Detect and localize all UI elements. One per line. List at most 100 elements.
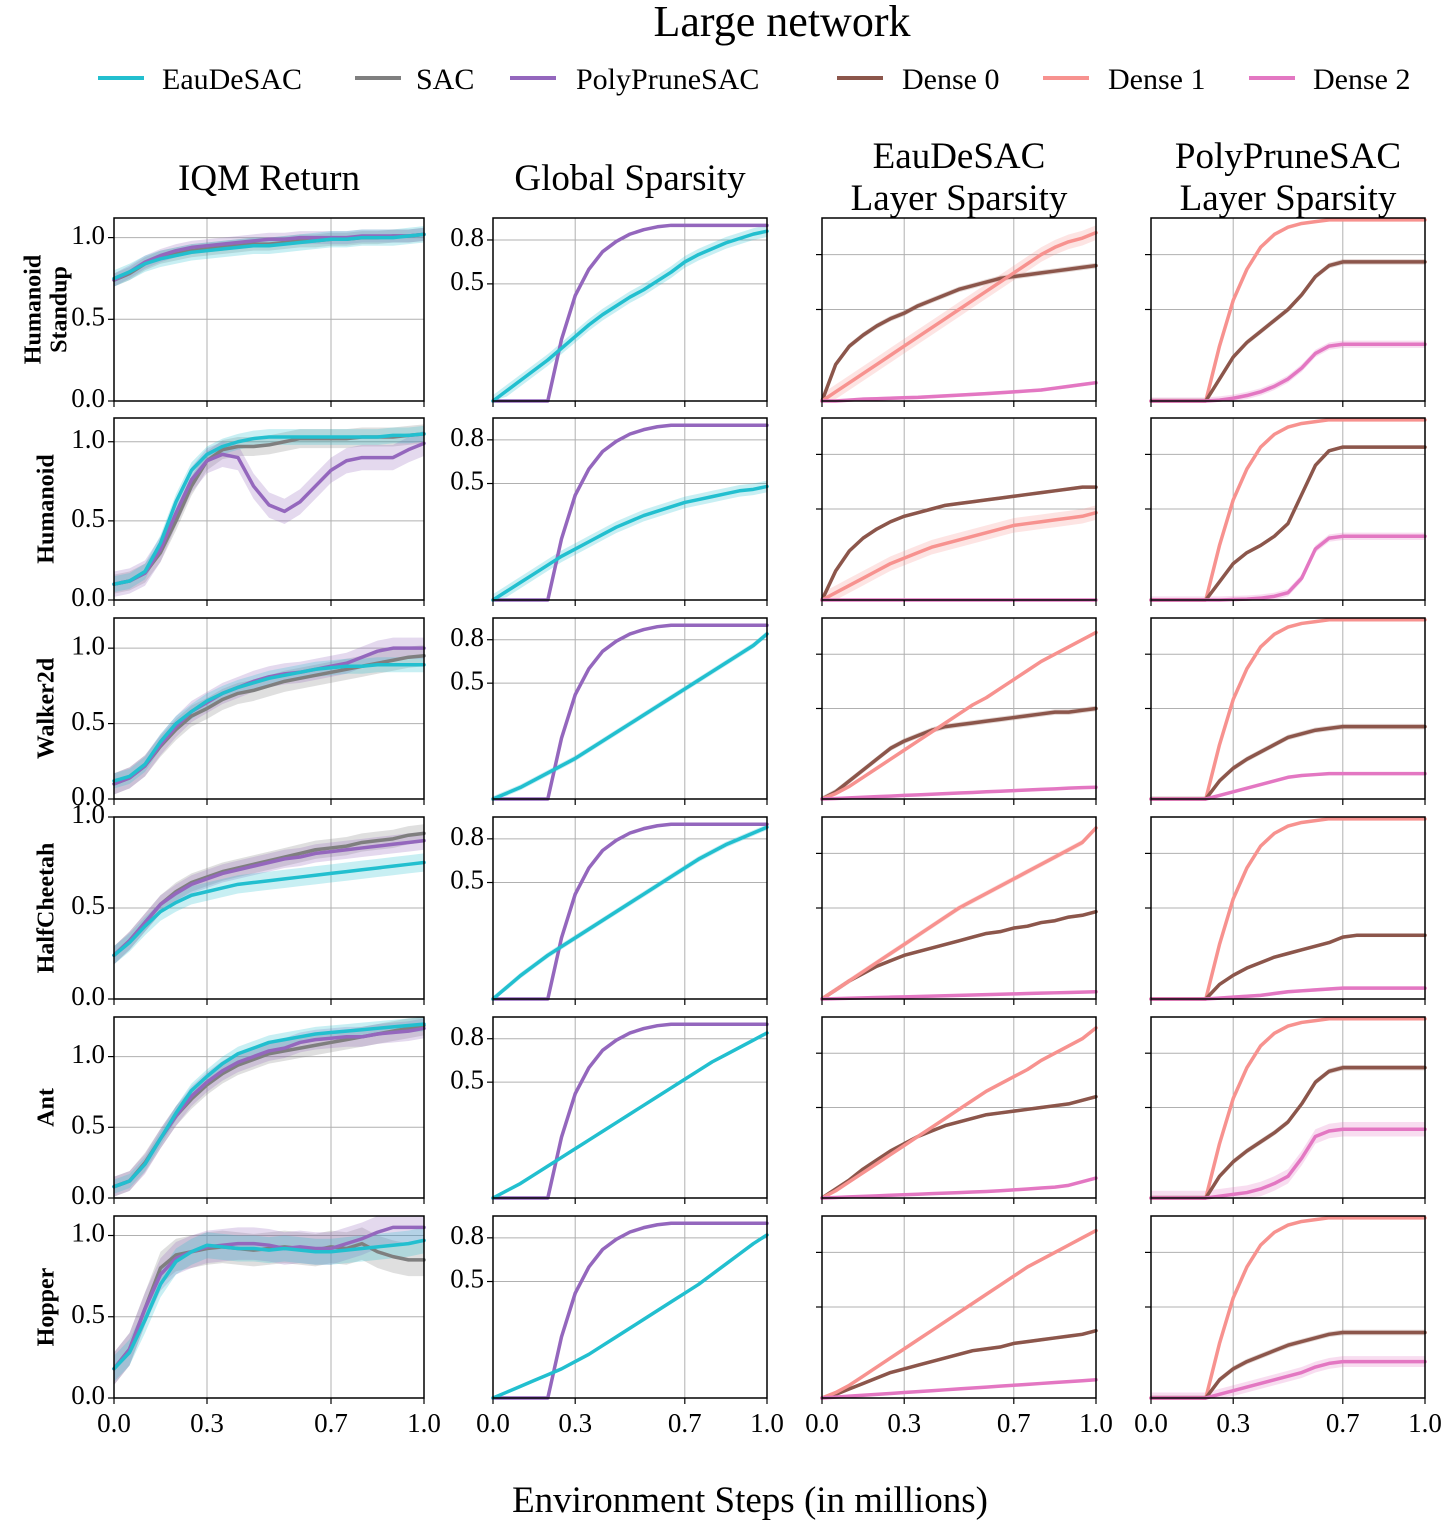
series-line [1149,534,1427,602]
series-line [820,1328,1098,1400]
panel-frame [113,417,425,601]
x-tick-label: 0.3 [1216,1408,1250,1438]
series-line [1149,817,1427,1001]
series-line [112,1238,426,1371]
series-line [491,1221,769,1400]
x-tick-label: 0.0 [805,1408,839,1438]
panel-return: 0.0 0.5 1.0 [71,1016,426,1210]
series-line [1149,1127,1427,1200]
panel-poly-layers [1145,217,1427,407]
panel-frame [492,1016,768,1199]
series-band [114,430,424,597]
x-tick-label: 0.7 [668,1408,702,1438]
series-line [491,825,769,1001]
legend-label: Dense 2 [1313,63,1410,96]
x-axis-label: Environment Steps (in millions) [512,1480,988,1521]
panel-frame [492,1215,768,1399]
series-band [493,480,767,600]
series-band [114,227,424,287]
series-line [112,838,426,958]
row-label: Ant [34,1088,60,1127]
panel-eau-layers [816,1215,1098,1404]
row-label: Standup [47,266,73,353]
panel-frame [113,1016,425,1199]
series-line [820,989,1098,1001]
legend-label: Dense 1 [1108,63,1205,96]
y-tick-label: 0.0 [71,383,105,413]
y-tick-label: 0.8 [450,622,484,652]
panel-poly-layers [1145,1016,1427,1204]
legend-item: EauDeSAC [98,63,302,96]
y-tick-label: 0.5 [71,706,105,736]
series-line [820,263,1098,403]
x-tick-label: 0.7 [314,1408,348,1438]
series-band [822,909,1096,999]
x-tick-label: 0.7 [997,1408,1031,1438]
y-tick-label: 1.0 [71,424,105,454]
y-tick-label: 0.5 [450,865,484,895]
panel-global: 0.50.8 [450,816,769,1005]
row-label: HalfCheetah [34,843,60,974]
column-title: Layer Sparsity [851,178,1068,219]
series-line [491,822,769,1001]
legend-item: Dense 2 [1249,63,1410,96]
series-band [114,425,424,593]
y-tick-label: 0.8 [450,222,484,252]
series-line [491,484,769,602]
x-tick-label: 0.0 [476,1408,510,1438]
panel-frame [492,417,768,601]
panel-return: 0.0 0.5 1.0 [71,799,426,1011]
x-tick-label: 1.0 [1408,1408,1442,1438]
legend-label: SAC [416,63,474,96]
series-band [1151,340,1425,401]
series-band [493,225,767,401]
panel-poly-layers [1145,1215,1427,1404]
series-line [820,510,1098,602]
row-label: Hopper [34,1267,60,1346]
figure-title: Large network [654,0,911,46]
series-line [820,630,1098,801]
series-band [114,226,424,287]
series-line [112,432,426,586]
series-band [1151,1121,1425,1198]
x-tick-labels: 0.0 0.3 0.7 1.0 0.0 0.3 0.7 1.0 0.0 0.3 0.7 1.0 0.0 0… [97,1408,1442,1438]
series-line [491,632,769,801]
panel-grid: 0.00.51.00.50.80.00.51.00.50.80.00.51.00… [71,217,1427,1410]
y-tick-label: 0.5 [71,1299,105,1329]
y-tick-label: 0.0 [71,781,105,811]
y-tick-label: 1.0 [71,630,105,660]
series-line [112,232,426,281]
series-band [493,1233,767,1398]
series-line [1149,342,1427,403]
series-line [491,1233,769,1400]
y-tick-label: 0.0 [71,582,105,612]
column-title: Global Sparsity [514,158,746,199]
panel-global: 0.50.8 [450,217,769,407]
panel-poly-layers [1145,816,1427,1005]
y-tick-label: 0.5 [71,302,105,332]
series-line [491,1031,769,1200]
y-tick-label: 0.0 [71,1180,105,1210]
series-line [820,230,1098,403]
series-line [820,1176,1098,1200]
y-tick-label: 1.0 [71,1218,105,1248]
legend: EauDeSAC SAC PolyPruneSAC Dense 0 Dense 1 Den… [98,63,1410,96]
legend-item: Dense 1 [1043,63,1205,96]
y-tick-label: 0.8 [450,821,484,851]
panel-frame [113,217,425,402]
series-line [1149,771,1427,801]
series-line [820,706,1098,801]
x-tick-label: 1.0 [1079,1408,1113,1438]
panel-return: 0.0 0.5 1.0 [71,1215,426,1410]
series-band [114,227,424,287]
column-title: EauDeSAC [873,136,1046,177]
panel-poly-layers [1145,417,1427,606]
panel-frame [492,816,768,1000]
panel-global: 0.50.8 [450,617,769,805]
series-band [114,1216,424,1385]
panel-global: 0.50.8 [450,417,769,606]
series-line [820,1094,1098,1200]
y-tick-label: 0.5 [71,890,105,920]
series-line [112,1022,426,1189]
